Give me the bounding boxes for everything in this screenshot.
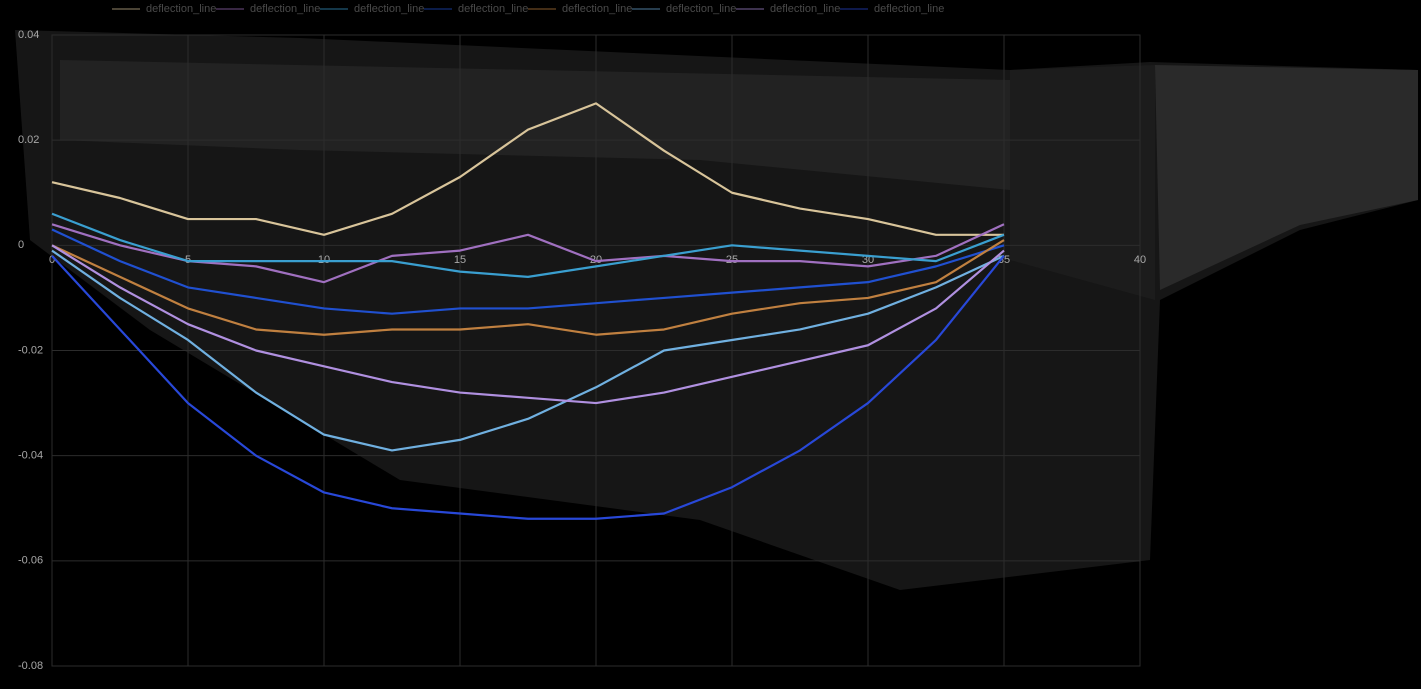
x-tick-label: 0 [49,254,55,266]
legend-label: deflection_line [562,3,632,15]
series-line [51,255,1005,520]
x-tick-label: 15 [454,254,466,266]
y-tick-label: 0 [18,239,24,251]
x-tick-label: 40 [1134,254,1146,266]
series-line [51,244,1005,405]
y-tick-label: 0.04 [18,29,39,41]
legend-label: deflection_line [458,3,528,15]
y-tick-label: -0.04 [18,450,43,462]
legend-label: deflection_line [666,3,736,15]
legend-label: deflection_line [146,3,216,15]
x-tick-label: 30 [862,254,874,266]
series-line [51,249,1005,452]
legend-label: deflection_line [874,3,944,15]
y-tick-label: -0.08 [18,660,43,672]
series-line [51,212,1005,278]
series-line [51,239,1005,336]
legend-label: deflection_line [770,3,840,15]
y-tick-label: -0.02 [18,344,43,356]
series-line [51,223,1005,284]
series-line [51,102,1004,236]
legend: deflection_line deflection_line deflection… [112,3,944,15]
background-photo [15,30,1418,590]
y-tick-label: -0.06 [18,555,43,567]
series-line [51,228,1005,315]
y-tick-label: 0.02 [18,134,39,146]
legend-label: deflection_line [250,3,320,15]
legend-label: deflection_line [354,3,424,15]
